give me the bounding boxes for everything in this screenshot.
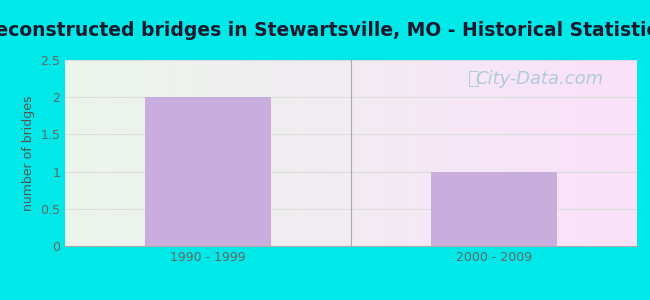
Bar <box>454 60 465 246</box>
Text: City-Data.com: City-Data.com <box>476 70 604 88</box>
Bar <box>65 60 77 246</box>
Bar <box>351 60 363 246</box>
Bar <box>557 60 568 246</box>
Text: Reconstructed bridges in Stewartsville, MO - Historical Statistics: Reconstructed bridges in Stewartsville, … <box>0 21 650 40</box>
Bar <box>306 60 317 246</box>
Bar <box>145 97 271 246</box>
Bar <box>431 60 443 246</box>
Bar <box>168 60 179 246</box>
Bar <box>592 60 603 246</box>
Bar <box>580 60 592 246</box>
Text: ⦿: ⦿ <box>468 69 480 88</box>
Bar <box>157 60 168 246</box>
Bar <box>396 60 408 246</box>
Bar <box>77 60 88 246</box>
Y-axis label: number of bridges: number of bridges <box>21 95 34 211</box>
Bar <box>294 60 306 246</box>
Bar <box>271 60 282 246</box>
Bar <box>465 60 477 246</box>
Bar <box>545 60 557 246</box>
Bar <box>363 60 374 246</box>
Bar <box>477 60 488 246</box>
Bar <box>511 60 523 246</box>
Bar <box>625 60 637 246</box>
Bar <box>568 60 580 246</box>
Bar <box>99 60 111 246</box>
Bar <box>259 60 271 246</box>
Bar <box>88 60 99 246</box>
Bar <box>500 60 511 246</box>
Bar <box>225 60 237 246</box>
Bar <box>122 60 134 246</box>
Bar <box>603 60 614 246</box>
Bar <box>374 60 385 246</box>
Bar <box>385 60 396 246</box>
Bar <box>317 60 328 246</box>
Bar <box>145 60 157 246</box>
Bar <box>191 60 202 246</box>
Bar <box>214 60 225 246</box>
Bar <box>431 172 557 246</box>
Bar <box>488 60 500 246</box>
Bar <box>237 60 248 246</box>
Bar <box>523 60 534 246</box>
Bar <box>408 60 420 246</box>
Bar <box>328 60 339 246</box>
Bar <box>420 60 431 246</box>
Bar <box>111 60 122 246</box>
Bar <box>134 60 145 246</box>
Bar <box>248 60 259 246</box>
Bar <box>282 60 294 246</box>
Bar <box>339 60 351 246</box>
Bar <box>534 60 545 246</box>
Bar <box>614 60 625 246</box>
Bar <box>443 60 454 246</box>
Bar <box>202 60 214 246</box>
Bar <box>179 60 191 246</box>
